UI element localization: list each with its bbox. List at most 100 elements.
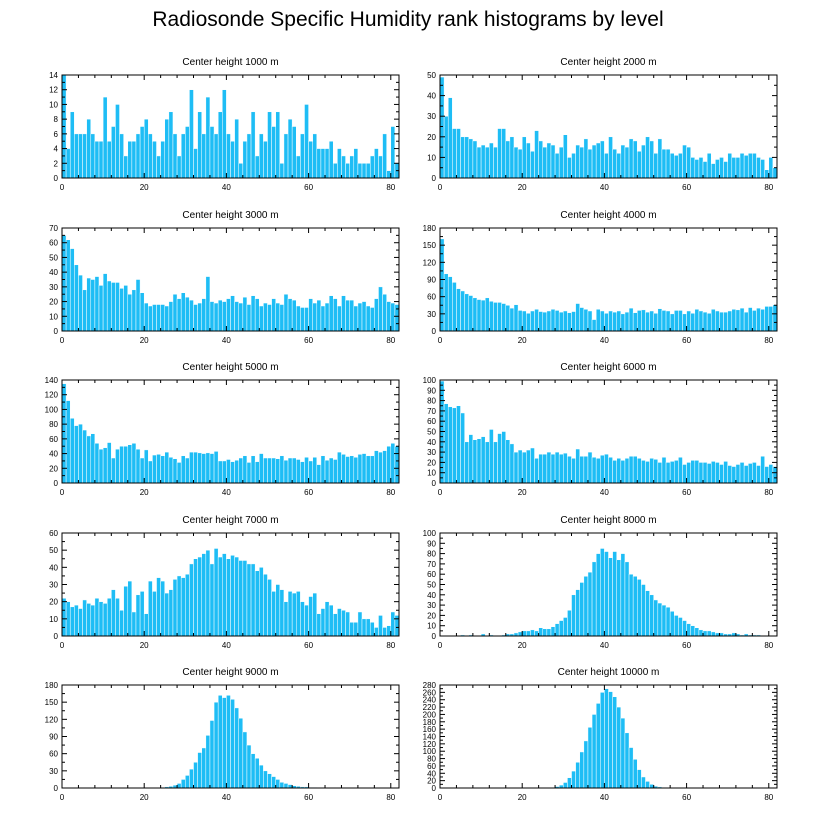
histogram-bar <box>90 133 96 179</box>
histogram-bar <box>254 298 260 332</box>
histogram-bar <box>567 777 572 789</box>
histogram-bar <box>645 781 650 789</box>
histogram-bar <box>530 150 535 179</box>
bars-group <box>439 76 778 179</box>
histogram-bar <box>538 311 543 332</box>
histogram-9000m: 0 20 40 60 80 0 30 60 90 120 150 180 <box>45 681 400 802</box>
histogram-bar <box>710 461 716 484</box>
histogram-bar <box>209 301 215 332</box>
histogram-bar <box>624 561 630 637</box>
histogram-bar <box>172 133 178 179</box>
histogram-bar <box>768 464 774 484</box>
histogram-bar <box>715 310 720 332</box>
histogram-bar <box>575 144 580 179</box>
histogram-bar <box>480 436 486 484</box>
histogram-bar <box>263 302 268 332</box>
histogram-bar <box>176 298 182 332</box>
y-tick-label: 260 <box>423 688 437 697</box>
histogram-bar <box>690 625 696 637</box>
histogram-bar <box>493 441 498 484</box>
histogram-bar <box>320 305 326 332</box>
histogram-bar <box>160 580 165 637</box>
histogram-bar <box>82 289 87 332</box>
histogram-bar <box>226 695 231 789</box>
histogram-bar <box>497 302 502 332</box>
histogram-bar <box>513 451 519 484</box>
histogram-bar <box>164 305 170 332</box>
histogram-bar <box>250 295 256 332</box>
histogram-bar <box>135 448 141 484</box>
histogram-bar <box>563 617 568 637</box>
histogram-bar <box>213 451 219 484</box>
histogram-bar <box>538 140 543 179</box>
histogram-bar <box>546 451 552 484</box>
histogram-bar <box>127 444 133 484</box>
histogram-bar <box>365 163 371 179</box>
x-tick-label: 20 <box>140 488 149 497</box>
histogram-bar <box>456 288 461 332</box>
histogram-bar <box>308 140 313 179</box>
histogram-bar <box>710 163 716 179</box>
histogram-bar <box>468 295 474 332</box>
histogram-bar <box>558 146 564 179</box>
y-tick-label: 150 <box>423 241 437 250</box>
x-tick-label: 80 <box>386 183 395 192</box>
histogram-bar <box>279 163 285 179</box>
histogram-bar <box>69 606 75 637</box>
histogram-bar <box>612 696 617 789</box>
histogram-1000m: 0 20 40 60 80 0 2 4 6 8 10 12 14 <box>49 71 400 192</box>
histogram-bar <box>156 155 161 179</box>
x-tick-label: 40 <box>600 336 609 345</box>
x-tick-label: 0 <box>438 336 443 345</box>
histogram-bar <box>579 751 585 789</box>
histogram-bar <box>361 163 367 179</box>
histogram-bar <box>234 707 239 789</box>
histogram-bar <box>632 312 638 332</box>
histogram-bar <box>185 296 190 332</box>
histogram-bar <box>254 155 260 179</box>
histogram-bar <box>296 459 301 484</box>
histogram-bar <box>279 782 285 789</box>
panel-title: Center height 3000 m <box>182 210 279 221</box>
histogram-bar <box>546 310 552 332</box>
histogram-bar <box>731 466 737 484</box>
histogram-bar <box>653 313 659 332</box>
y-tick-label: 10 <box>49 312 58 321</box>
histogram-bar <box>706 153 712 179</box>
histogram-bar <box>694 627 700 637</box>
histogram-bar <box>361 453 367 484</box>
histogram-bar <box>176 462 182 484</box>
histogram-bar <box>624 311 630 332</box>
x-axis: 0 20 40 60 80 <box>438 75 774 192</box>
y-tick-label: 12 <box>49 86 58 95</box>
chart-panel-4000m: Center height 4000 m 0 20 40 60 80 0 30 60 90 120… <box>423 210 778 345</box>
y-tick-label: 80 <box>49 420 58 429</box>
histogram-bar <box>665 310 671 332</box>
histogram-bar <box>123 585 129 637</box>
histogram-bar <box>279 589 285 637</box>
y-tick-label: 30 <box>427 112 436 121</box>
histogram-bar <box>94 140 100 179</box>
histogram-bar <box>185 457 190 484</box>
histogram-bar <box>550 309 556 332</box>
histogram-bar <box>275 458 281 484</box>
y-tick-label: 50 <box>427 581 436 590</box>
histogram-bar <box>205 735 211 789</box>
y-tick-label: 10 <box>427 622 436 631</box>
histogram-bar <box>106 140 112 179</box>
histogram-bar <box>250 455 256 484</box>
histogram-bar <box>686 146 691 179</box>
histogram-bar <box>579 307 585 332</box>
y-tick-label: 180 <box>45 681 59 690</box>
histogram-bar <box>595 142 601 179</box>
histogram-bar <box>139 126 145 179</box>
histogram-bar <box>719 157 724 179</box>
histogram-bar <box>604 153 609 179</box>
histogram-bar <box>706 630 712 637</box>
histogram-bar <box>259 453 264 484</box>
bars-group <box>61 548 400 637</box>
histogram-bar <box>374 627 379 637</box>
histogram-bar <box>550 453 556 484</box>
histogram-bar <box>324 459 330 484</box>
panel-title: Center height 10000 m <box>557 667 660 678</box>
